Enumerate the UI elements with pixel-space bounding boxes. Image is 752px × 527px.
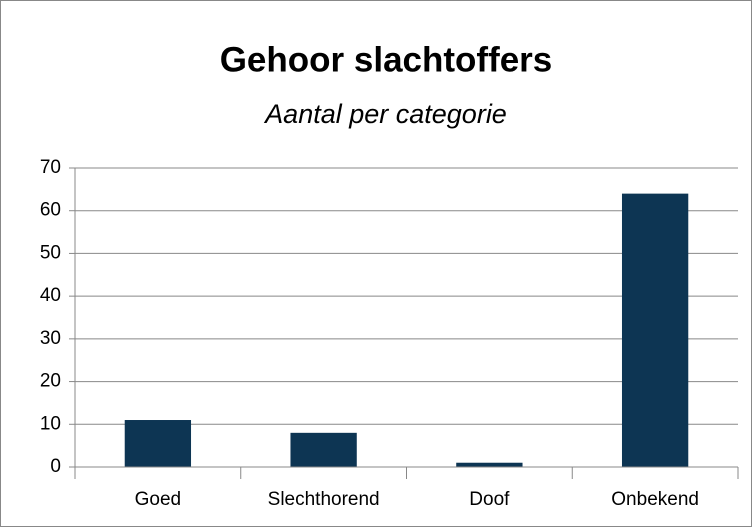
bar: [290, 432, 357, 467]
y-tick-label: 70: [40, 157, 61, 178]
chart-subtitle: Aantal per categorie: [263, 99, 507, 129]
chart-title: Gehoor slachtoffers: [220, 40, 553, 79]
x-tick-label: Onbekend: [611, 489, 699, 510]
y-tick-label: 50: [40, 242, 61, 263]
y-tick-label: 30: [40, 328, 61, 349]
bar: [124, 420, 192, 467]
x-tick-label: Goed: [135, 489, 181, 510]
y-tick-label: 10: [40, 413, 61, 434]
x-tick-label: Doof: [469, 489, 510, 510]
bar: [456, 462, 523, 467]
y-tick-label: 40: [40, 285, 61, 306]
bar: [621, 193, 689, 467]
x-tick-label: Slechthorend: [268, 489, 380, 510]
y-tick-label: 60: [40, 200, 61, 221]
y-tick-label: 20: [40, 371, 61, 392]
y-tick-label: 0: [50, 456, 61, 477]
